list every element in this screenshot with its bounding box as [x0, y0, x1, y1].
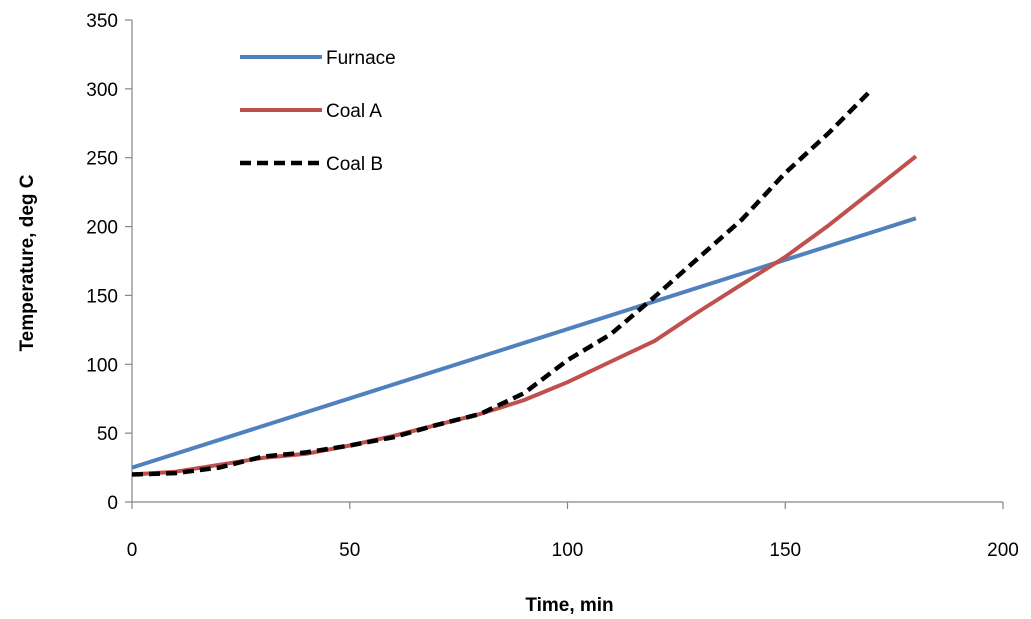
x-axis-title: Time, min	[525, 595, 613, 616]
y-axis-title: Temperature, deg C	[17, 174, 38, 351]
x-ticks: 0 50 100 150 200	[127, 502, 1019, 561]
x-tick-label: 150	[769, 540, 801, 561]
y-tick-label: 100	[86, 355, 118, 376]
y-tick-label: 50	[97, 424, 118, 445]
legend-label-coal-b: Coal B	[326, 154, 383, 175]
axes	[132, 20, 1003, 502]
y-tick-label: 150	[86, 286, 118, 307]
y-tick-label: 250	[86, 149, 118, 170]
x-tick-label: 50	[339, 540, 360, 561]
x-tick-label: 100	[552, 540, 584, 561]
y-tick-label: 0	[107, 493, 118, 514]
y-tick-label: 300	[86, 80, 118, 101]
legend: Furnace Coal A Coal B	[240, 48, 396, 175]
series-line-coal-b	[132, 89, 872, 475]
series-line-coal-a	[132, 156, 916, 474]
y-tick-label: 200	[86, 218, 118, 239]
y-ticks: 0 50 100 150 200 250 300 350	[86, 11, 132, 514]
y-tick-label: 350	[86, 11, 118, 32]
legend-label-coal-a: Coal A	[326, 101, 382, 122]
x-tick-label: 200	[987, 540, 1019, 561]
series-line-furnace	[132, 218, 916, 467]
series-layer	[132, 89, 916, 475]
x-tick-label: 0	[127, 540, 138, 561]
legend-label-furnace: Furnace	[326, 48, 396, 69]
